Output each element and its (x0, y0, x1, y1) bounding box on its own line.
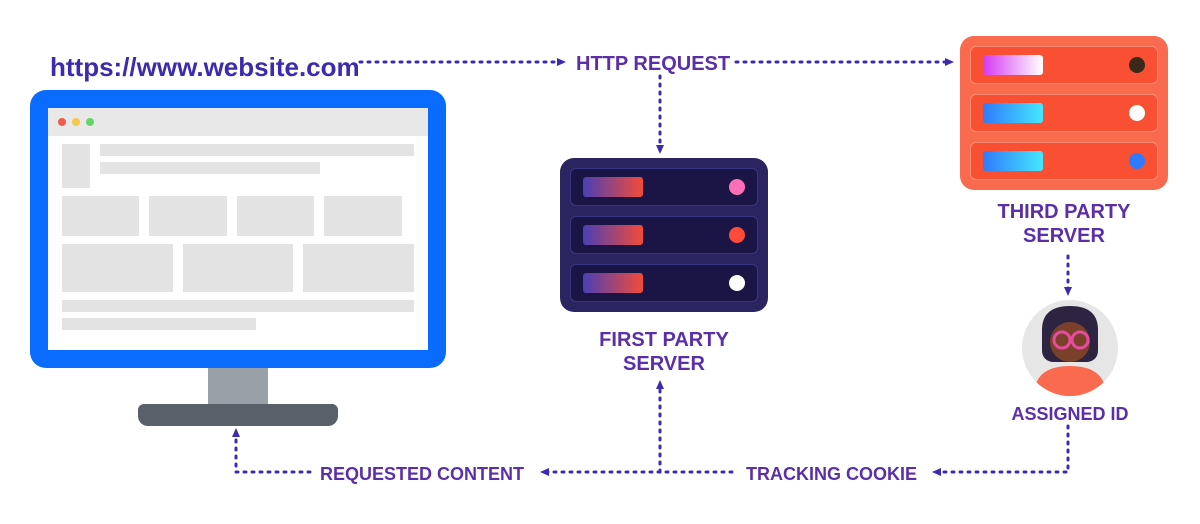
flow-connectors (0, 0, 1200, 524)
flow-arrow-avatar_to_tracking (936, 426, 1068, 472)
flow-arrow-tracking_to_first_v (660, 384, 732, 472)
flow-arrow-requested_to_monitor (236, 432, 310, 472)
